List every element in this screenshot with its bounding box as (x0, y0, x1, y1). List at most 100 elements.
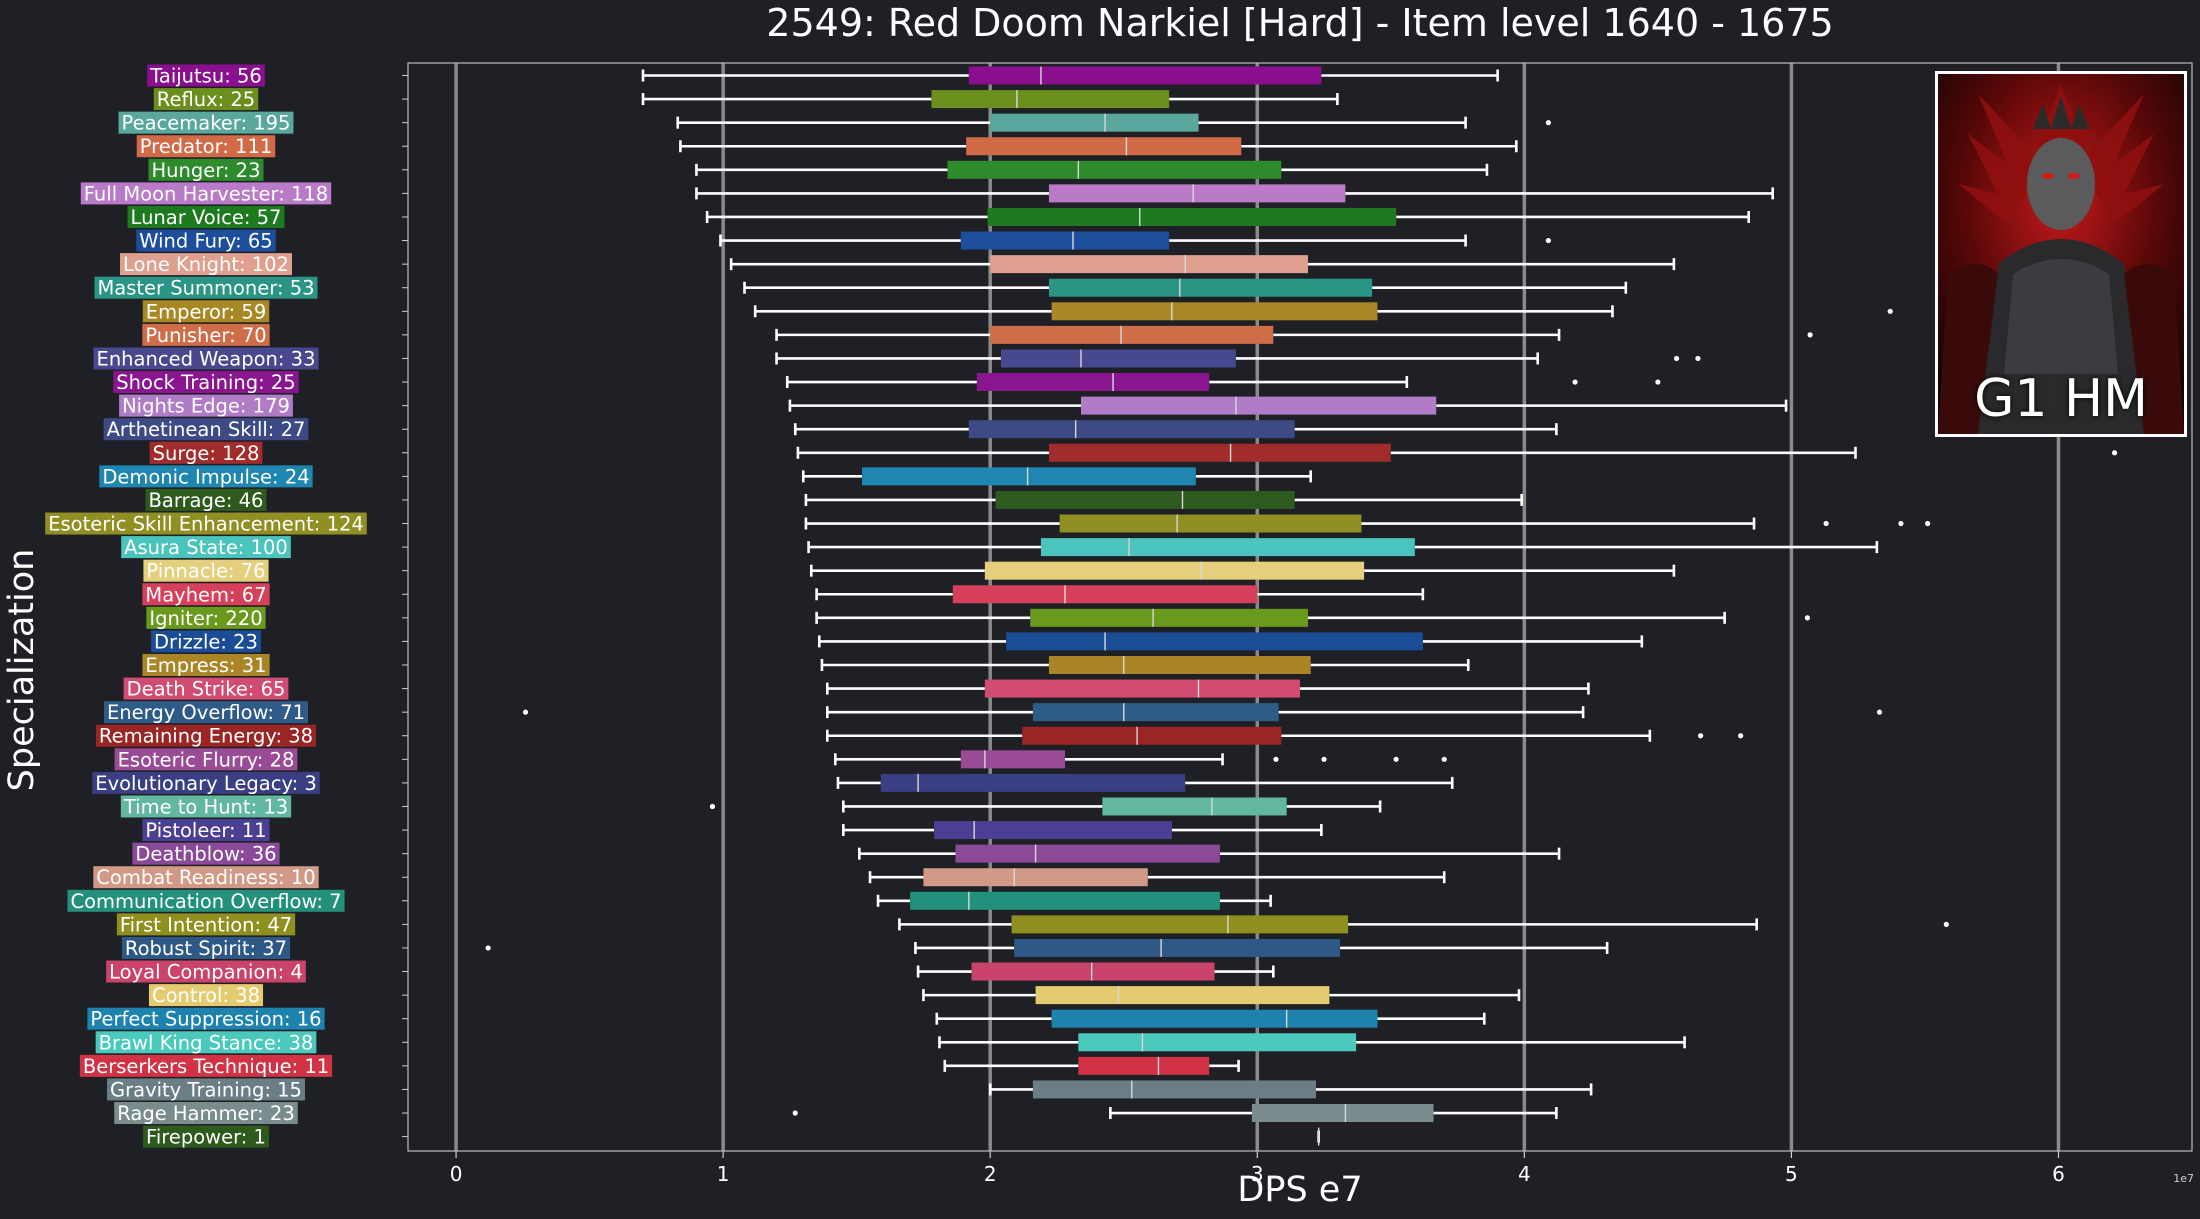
category-label-text: First Intention: 47 (120, 913, 292, 936)
category-label-background (93, 347, 319, 370)
box-plot-row (402, 608, 1811, 627)
x-axis-label: DPS e7 (1237, 1170, 1363, 1210)
category-label-background (149, 441, 263, 464)
category-label: Brawl King Stance: 38 (95, 1031, 317, 1054)
iqr-box (880, 773, 1186, 792)
category-label: Energy Overflow: 71 (103, 701, 309, 724)
iqr-box (1251, 1104, 1434, 1123)
category-label-background (153, 88, 259, 111)
category-label: Demonic Impulse: 24 (99, 465, 313, 488)
box-plot-row (402, 325, 1813, 344)
category-label: Firepower: 1 (143, 1125, 269, 1149)
category-label-text: Combat Readiness: 10 (96, 866, 315, 889)
category-label-background (113, 371, 299, 394)
outlier-point (1925, 520, 1931, 527)
box-plot-row (402, 113, 1551, 132)
outlier-point (485, 945, 491, 951)
iqr-box (1032, 703, 1279, 722)
category-label: Communication Overflow: 7 (67, 889, 345, 913)
category-label-text: Esoteric Skill Enhancement: 124 (48, 513, 364, 536)
category-label-text: Reflux: 25 (157, 88, 255, 111)
category-label-text: Loyal Companion: 4 (109, 961, 303, 984)
box-plot-row (402, 868, 1446, 887)
iqr-box (960, 750, 1065, 769)
category-label-background (103, 418, 309, 441)
box-plot-row (402, 962, 1275, 981)
category-label-background (114, 1102, 298, 1125)
box-plot-row (402, 986, 1521, 1005)
box-plot-row (402, 1080, 1593, 1099)
category-label-background (120, 795, 292, 818)
iqr-box (990, 255, 1309, 274)
category-label-background (142, 583, 270, 606)
category-label-text: Remaining Energy: 38 (99, 725, 313, 748)
category-label-background (142, 300, 270, 323)
outlier-point (1697, 733, 1704, 739)
box-plot-row (402, 1009, 1486, 1028)
box-plot-row (402, 373, 1661, 392)
box-plot-row (402, 1033, 1686, 1052)
x-tick-label: 4 (1518, 1162, 1531, 1186)
iqr-box (1081, 396, 1437, 415)
iqr-box (931, 90, 1170, 109)
iqr-box (1048, 656, 1311, 674)
category-label-text: Energy Overflow: 71 (107, 701, 305, 724)
category-label: Full Moon Harvester: 118 (80, 182, 332, 205)
category-label: Time to Hunt: 13 (120, 795, 292, 818)
category-label-text: Brawl King Stance: 38 (99, 1031, 314, 1054)
category-label-text: Punisher: 70 (145, 324, 266, 347)
category-label: Pistoleer: 11 (142, 819, 270, 842)
category-label: Control: 38 (148, 984, 264, 1007)
category-label: Perfect Suppression: 16 (87, 1008, 325, 1031)
category-label-background (121, 936, 291, 959)
category-label-background (80, 182, 332, 205)
iqr-box (1048, 184, 1346, 203)
iqr-box (987, 207, 1397, 226)
category-label-text: Death Strike: 65 (127, 678, 286, 701)
outlier-point (1441, 756, 1447, 762)
box-plot-row (402, 467, 1312, 486)
iqr-box (1000, 349, 1236, 368)
outlier-point (1887, 308, 1893, 314)
box-plot-row (402, 821, 1323, 840)
iqr-box (923, 868, 1148, 887)
category-label: Reflux: 25 (153, 88, 259, 111)
category-label: Surge: 128 (149, 441, 263, 465)
category-label: Barrage: 46 (145, 488, 267, 512)
box-plot-row (402, 420, 1558, 439)
outlier-point (522, 709, 529, 715)
outlier-point (1823, 520, 1829, 527)
category-label-text: Full Moon Harvester: 118 (84, 182, 328, 205)
category-label-background (45, 512, 367, 535)
category-label: Lunar Voice: 57 (127, 205, 285, 229)
box-plot-row (402, 703, 1883, 722)
category-label: Master Summoner: 53 (94, 276, 318, 300)
iqr-box (990, 113, 1199, 132)
box-plot-row (402, 514, 1931, 533)
category-label-background (119, 394, 293, 417)
iqr-box (1030, 608, 1309, 627)
box-plot-row (402, 915, 1949, 934)
category-label-text: Deathblow: 36 (135, 843, 276, 866)
iqr-box (1078, 1033, 1357, 1052)
category-label-text: Emperor: 59 (146, 300, 266, 323)
box-plot-row (402, 538, 1879, 557)
category-label-text: Rage Hammer: 23 (117, 1102, 295, 1125)
category-label: Arthetinean Skill: 27 (103, 418, 309, 441)
outlier-point (1673, 355, 1680, 362)
category-label-text: Surge: 128 (153, 442, 260, 465)
category-label-text: Peacemaker: 195 (122, 112, 291, 135)
x-tick-label: 0 (450, 1162, 463, 1186)
outlier-point (1655, 379, 1661, 385)
category-label-text: Control: 38 (152, 984, 260, 1007)
y-axis-label: Specialization (2, 548, 42, 792)
category-label: Shock Training: 25 (113, 371, 299, 394)
category-label-background (142, 819, 270, 842)
category-label: First Intention: 47 (116, 913, 296, 936)
iqr-box (1014, 938, 1341, 957)
category-label-text: Barrage: 46 (149, 489, 264, 512)
category-label-background (136, 229, 276, 252)
category-label: Evolutionary Legacy: 3 (92, 771, 320, 795)
iqr-box (1022, 726, 1282, 745)
category-label-text: Hunger: 23 (151, 159, 260, 182)
